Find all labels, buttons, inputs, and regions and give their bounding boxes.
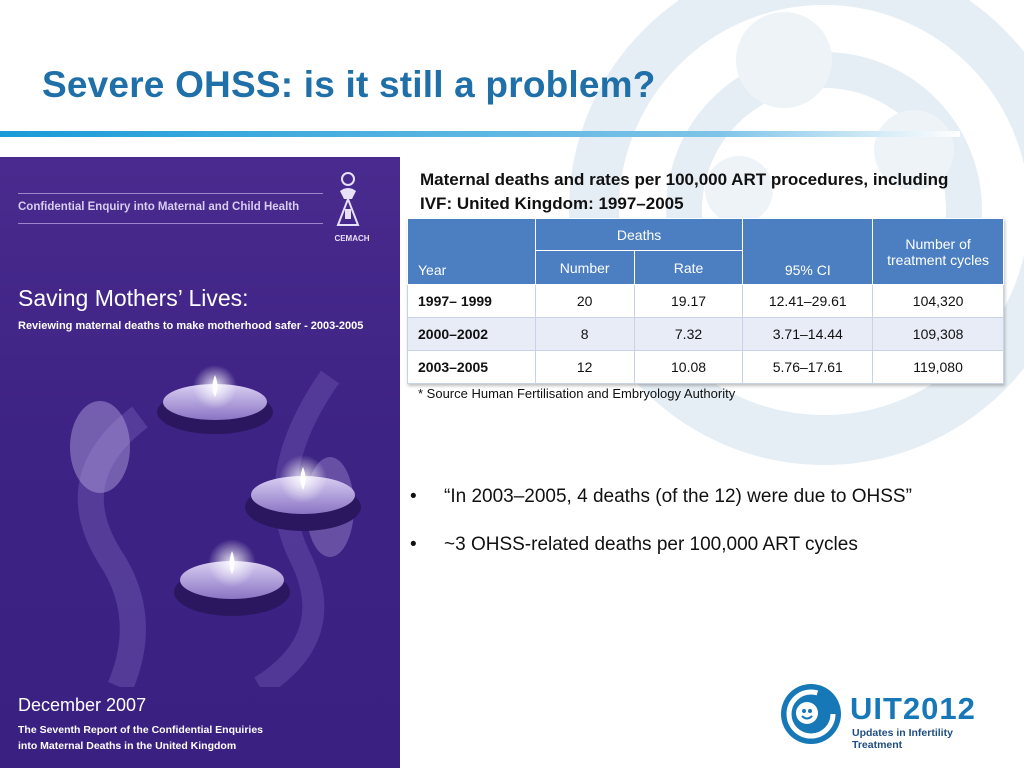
header-deaths: Deaths bbox=[534, 218, 744, 251]
bullet-item: “In 2003–2005, 4 deaths (of the 12) were… bbox=[408, 486, 912, 508]
cell-number: 20 bbox=[534, 284, 635, 318]
table-row: 2003–2005 12 10.08 5.76–17.61 119,080 bbox=[407, 350, 1004, 384]
logo-tagline: Updates in Infertility Treatment bbox=[852, 727, 953, 751]
header-rate: Rate bbox=[633, 250, 744, 285]
cover-title: Saving Mothers’ Lives: bbox=[18, 285, 249, 311]
cell-year: 2003–2005 bbox=[407, 350, 536, 384]
cell-rate: 19.17 bbox=[633, 284, 744, 318]
cell-ci: 5.76–17.61 bbox=[742, 350, 874, 384]
maternal-deaths-table: Year Deaths 95% CI Number of treatment c… bbox=[407, 218, 1004, 384]
source-note: * Source Human Fertilisation and Embryol… bbox=[418, 386, 736, 401]
uit2012-logo: UIT2012 Updates in Infertility Treatment bbox=[780, 683, 1000, 751]
cover-enquiry-text: Confidential Enquiry into Maternal and C… bbox=[18, 201, 300, 213]
cell-year: 2000–2002 bbox=[407, 317, 536, 351]
uit-logo-icon bbox=[781, 684, 841, 744]
cemach-label: CEMACH bbox=[334, 234, 369, 243]
cell-rate: 7.32 bbox=[633, 317, 744, 351]
header-year: Year bbox=[407, 218, 536, 285]
cemach-emblem: CEMACH bbox=[334, 172, 370, 243]
slide-title: Severe OHSS: is it still a problem? bbox=[42, 64, 656, 105]
cell-ci: 12.41–29.61 bbox=[742, 284, 874, 318]
candles-illustration bbox=[70, 365, 361, 687]
header-number: Number bbox=[534, 250, 635, 285]
header-cycles: Number of treatment cycles bbox=[872, 218, 1004, 285]
cell-number: 8 bbox=[534, 317, 635, 351]
bullet-list: “In 2003–2005, 4 deaths (of the 12) were… bbox=[408, 486, 912, 582]
bullet-item: ~3 OHSS-related deaths per 100,000 ART c… bbox=[408, 534, 912, 556]
logo-wordmark: UIT2012 bbox=[850, 691, 976, 726]
table-row: 2000–2002 8 7.32 3.71–14.44 109,308 bbox=[407, 317, 1004, 351]
cell-number: 12 bbox=[534, 350, 635, 384]
cell-year: 1997– 1999 bbox=[407, 284, 536, 318]
cover-report-text: The Seventh Report of the Confidential E… bbox=[18, 722, 298, 754]
cell-cycles: 119,080 bbox=[872, 350, 1004, 384]
table-caption: Maternal deaths and rates per 100,000 AR… bbox=[420, 170, 949, 213]
header-ci: 95% CI bbox=[742, 218, 874, 285]
cover-rule-top bbox=[18, 193, 323, 194]
cell-cycles: 109,308 bbox=[872, 317, 1004, 351]
title-underline bbox=[0, 131, 960, 137]
cover-date: December 2007 bbox=[18, 695, 147, 715]
cell-ci: 3.71–14.44 bbox=[742, 317, 874, 351]
report-cover: Confidential Enquiry into Maternal and C… bbox=[0, 157, 400, 768]
cell-rate: 10.08 bbox=[633, 350, 744, 384]
cell-cycles: 104,320 bbox=[872, 284, 1004, 318]
cover-report-line-2: into Maternal Deaths in the United Kingd… bbox=[18, 740, 237, 752]
cover-report-line-1: The Seventh Report of the Confidential E… bbox=[18, 724, 264, 736]
table-row: 1997– 1999 20 19.17 12.41–29.61 104,320 bbox=[407, 284, 1004, 318]
cover-rule-bottom bbox=[18, 223, 323, 224]
cover-subtitle: Reviewing maternal deaths to make mother… bbox=[18, 320, 364, 332]
